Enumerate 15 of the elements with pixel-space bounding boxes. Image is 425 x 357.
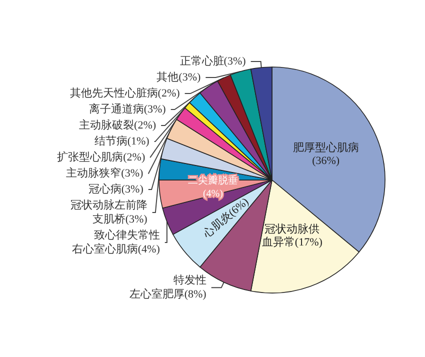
slice-label: 离子通道病(3%) bbox=[88, 102, 166, 116]
slice-label: 肥厚型心肌病 bbox=[292, 141, 359, 154]
slice-label: 主动脉破裂(2%) bbox=[79, 118, 156, 132]
slice-label: 特发性左心室肥厚(8%) bbox=[129, 274, 207, 301]
slice-label: 冠心病(3%) bbox=[88, 182, 144, 196]
slice-label: 主动脉狭窄(3%) bbox=[66, 166, 144, 180]
slice-label: 致心律失常性右心室心肌病(4%) bbox=[72, 228, 160, 256]
slice-label: 其他(3%) bbox=[156, 70, 201, 84]
slice-label: 正常心脏(3%) bbox=[180, 54, 246, 68]
data-label: (36%) bbox=[312, 155, 340, 168]
slice-label: 冠状动脉供血异常(17%) bbox=[262, 222, 323, 248]
slice-label: 扩张型心肌病(2%) bbox=[57, 150, 146, 164]
slice-label: 冠状动脉左前降支肌桥(3%) bbox=[70, 198, 148, 226]
slice-label: 其他先天性心脏病(2%) bbox=[70, 86, 180, 100]
slice-label: 结节病(1%) bbox=[94, 134, 150, 148]
